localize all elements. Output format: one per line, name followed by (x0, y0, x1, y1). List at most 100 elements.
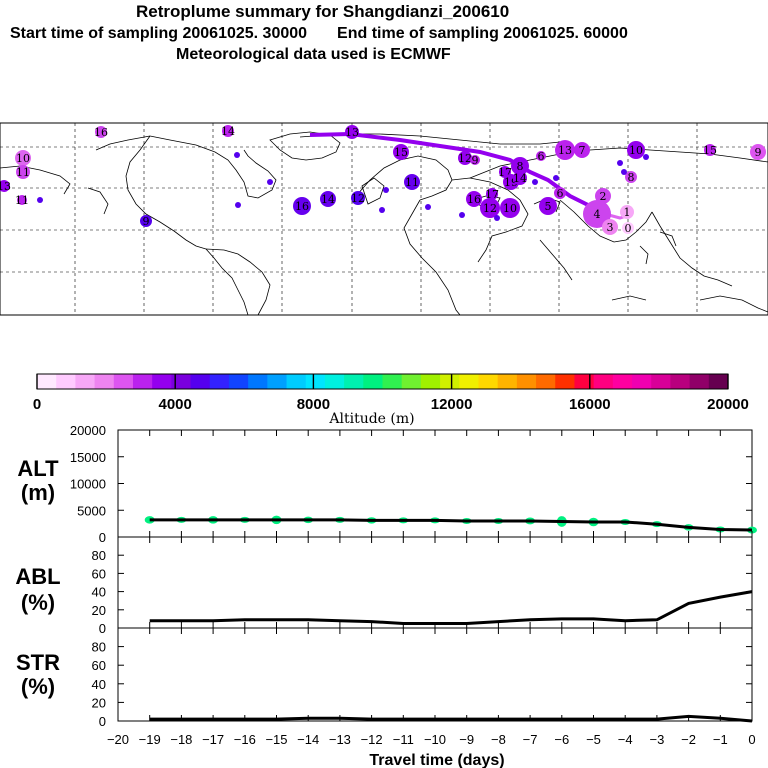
colorbar-cell (171, 374, 192, 389)
y-tick-label: 0 (99, 621, 106, 636)
map-point (459, 212, 465, 218)
map-marker: 3 (602, 219, 618, 235)
x-tick-label: −4 (618, 732, 633, 747)
map-marker-label: 15 (703, 144, 717, 157)
y-tick-label: 20 (92, 695, 106, 710)
map-marker: 14 (221, 125, 235, 138)
colorbar-cell (536, 374, 556, 389)
colorbar-cell (670, 374, 691, 389)
y-tick-label: 60 (92, 658, 106, 673)
x-tick-label: −2 (681, 732, 696, 747)
map-point (235, 202, 241, 208)
y-tick-label: 40 (92, 677, 106, 692)
map-marker-label: 6 (557, 187, 564, 200)
map-marker-label: 11 (16, 166, 30, 179)
map-marker-label: 1 (624, 206, 631, 219)
map-marker-label: 0 (625, 222, 632, 235)
colorbar-cell (267, 374, 288, 389)
colorbar-cell (37, 374, 57, 389)
x-tick-label: −16 (234, 732, 256, 747)
x-tick-label: −5 (586, 732, 601, 747)
map-marker-label: 16 (467, 193, 481, 206)
map-marker: 11 (15, 194, 29, 207)
str-label: STR (16, 650, 60, 675)
y-tick-label: 80 (92, 548, 106, 563)
y-tick-label: 20 (92, 603, 106, 618)
map-marker: 16 (94, 126, 108, 139)
map-marker: 7 (574, 142, 590, 158)
colorbar-cell (75, 374, 96, 389)
map-marker-label: 2 (600, 190, 607, 203)
colorbar-cell (555, 374, 575, 389)
str-line (149, 714, 753, 723)
colorbar-cell (516, 374, 537, 389)
map-point (379, 207, 385, 213)
map-marker-label: 13 (0, 180, 11, 193)
map-marker: 9 (470, 154, 480, 167)
colorbar-cell (190, 374, 211, 389)
map-marker-label: 13 (345, 126, 359, 139)
y-tick-label: 10000 (70, 477, 106, 492)
alt-point (747, 526, 757, 534)
str-panel: 0 20 40 60 80 STR (%) (16, 627, 753, 729)
abl-label: ABL (15, 564, 60, 589)
y-tick-label: 60 (92, 566, 106, 581)
alt-unit: (m) (21, 480, 55, 505)
x-tick-label: 0 (748, 732, 755, 747)
colorbar-cell (152, 374, 172, 389)
y-tick-label: 0 (99, 530, 106, 545)
colorbar-cell (228, 374, 249, 389)
colorbar-cell (132, 374, 153, 389)
map-marker-label: 9 (472, 154, 479, 167)
x-tick-label: −19 (139, 732, 161, 747)
map-marker-label: 10 (629, 144, 643, 157)
map-marker-label: 14 (321, 193, 335, 206)
map-point (621, 169, 627, 175)
end-time-label: End time of sampling 20061025. 60000 (337, 25, 628, 42)
map-marker: 6 (536, 150, 546, 163)
map-marker-label: 15 (394, 146, 408, 159)
colorbar-cell (478, 374, 499, 389)
x-tick-label: −20 (107, 732, 129, 747)
x-tick-label: −18 (170, 732, 192, 747)
map-point (234, 152, 240, 158)
altitude-colorbar: 0 4000 8000 12000 16000 20000 Altitude (m) (33, 373, 749, 427)
alt-label: ALT (17, 456, 59, 481)
colorbar-cell (420, 374, 441, 389)
map-marker-label: 14 (221, 125, 235, 138)
x-tick-label: −15 (265, 732, 287, 747)
alt-median-line (149, 518, 753, 532)
abl-unit: (%) (21, 590, 55, 615)
x-tick-label: −3 (649, 732, 664, 747)
map-point (425, 204, 431, 210)
map-marker-label: 10 (16, 152, 30, 165)
map-marker: 8 (625, 171, 637, 184)
str-unit: (%) (21, 674, 55, 699)
map-marker-label: 4 (594, 208, 601, 221)
colorbar-cell (56, 374, 76, 389)
colorbar-cell (497, 374, 518, 389)
met-data-label: Meteorological data used is ECMWF (176, 46, 451, 63)
map-marker: 8 (511, 157, 529, 175)
colorbar-tick-label: 20000 (707, 396, 749, 413)
colorbar-cell (305, 374, 326, 389)
map-point (643, 154, 649, 160)
map-marker-label: 8 (628, 171, 635, 184)
map-marker-label: 8 (517, 160, 524, 173)
x-tick-label: −7 (523, 732, 538, 747)
map-marker-label: 16 (295, 200, 309, 213)
map-marker: 14 (513, 171, 527, 185)
map-marker: 10 (15, 150, 31, 166)
colorbar-cell (382, 374, 403, 389)
colorbar-cell (574, 374, 595, 389)
colorbar-cell (708, 374, 729, 389)
x-tick-label: −14 (297, 732, 319, 747)
abl-panel: 0 20 40 60 80 ABL (%) (15, 536, 753, 636)
map-point (532, 179, 538, 185)
map-marker: 15 (393, 144, 409, 160)
map-marker: 16 (466, 191, 482, 207)
map-marker: 2 (595, 188, 611, 204)
map-marker: 0 (622, 222, 634, 235)
y-tick-label: 40 (92, 585, 106, 600)
